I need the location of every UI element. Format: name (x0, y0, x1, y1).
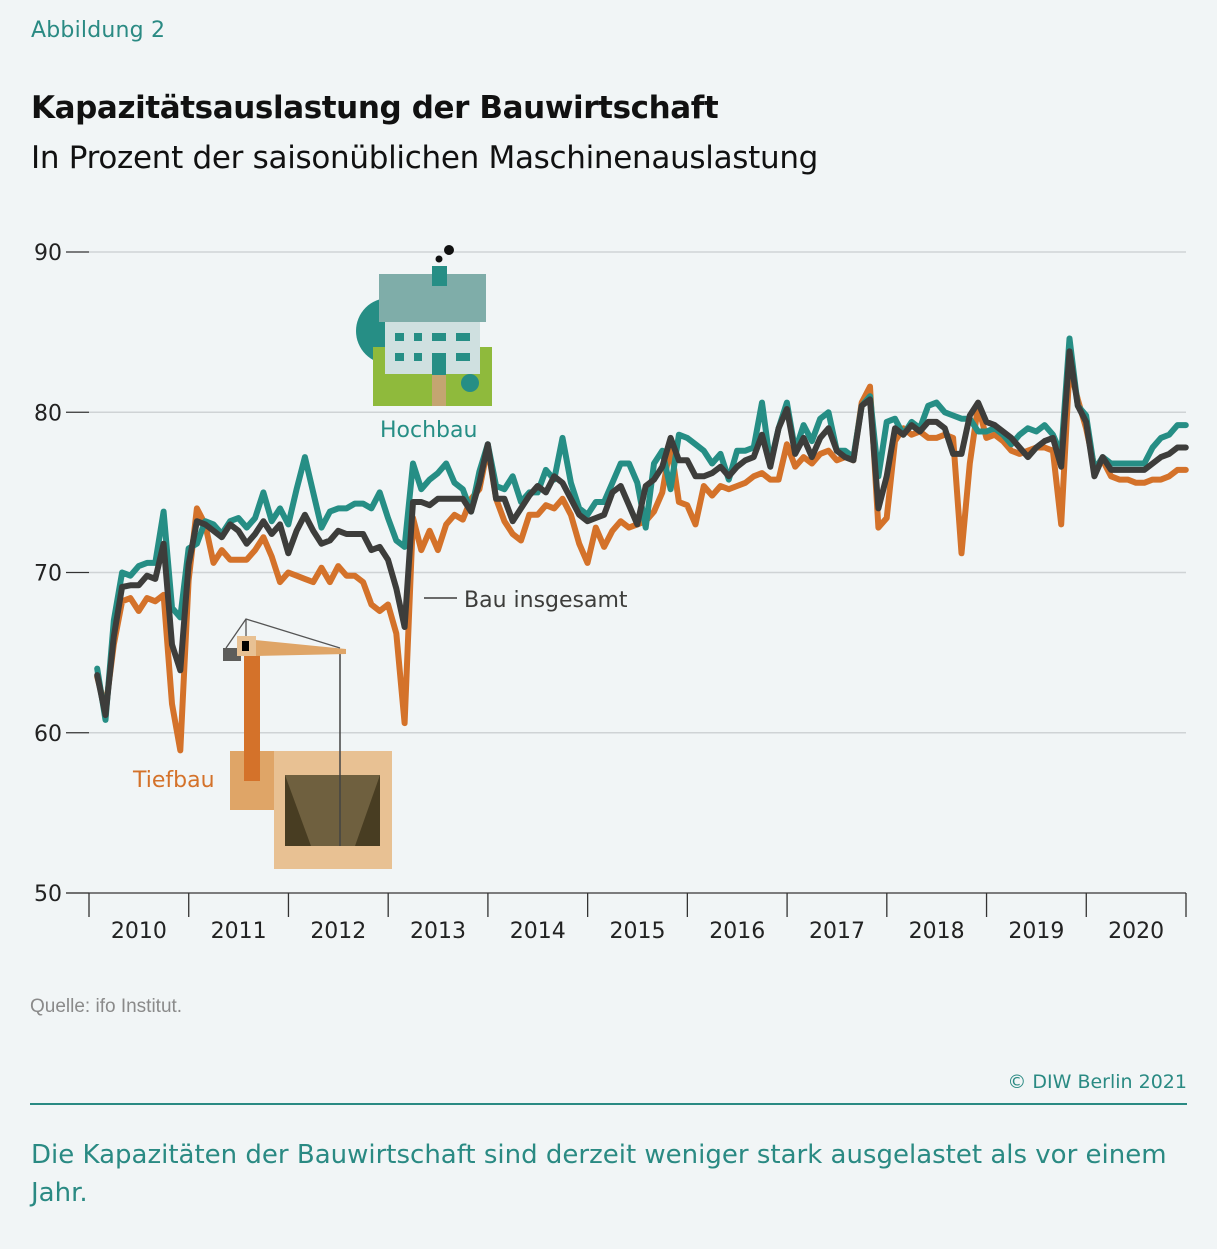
x-tick-label: 2020 (1108, 919, 1164, 944)
chart-title: Kapazitätsauslastung der Bauwirtschaft (31, 90, 719, 126)
x-axis: 2010 2011 2012 2013 2014 2015 2016 2017 2018 2019… (66, 892, 1187, 944)
x-tick-label: 2014 (510, 919, 566, 944)
label-bau-insgesamt: Bau insgesamt (464, 588, 628, 613)
y-tick-label: 70 (34, 562, 62, 587)
chart-subtitle: In Prozent der saisonüblichen Maschinena… (31, 140, 819, 176)
x-tick-label: 2017 (809, 919, 865, 944)
series-line-tiefbau (94, 364, 1189, 754)
x-tick-label: 2015 (610, 919, 666, 944)
copyright: © DIW Berlin 2021 (1007, 1071, 1187, 1093)
gridlines (89, 251, 1186, 734)
crane-excavation-icon (223, 618, 392, 869)
y-axis: 50 60 70 80 90 (34, 241, 89, 907)
label-tiefbau: Tiefbau (132, 768, 215, 793)
figure-label: Abbildung 2 (31, 18, 166, 43)
x-tick-label: 2010 (111, 919, 167, 944)
series-line-bau-insgesamt (94, 348, 1189, 719)
x-tick-label: 2019 (1008, 919, 1064, 944)
y-tick-label: 90 (34, 241, 62, 266)
x-tick-label: 2011 (211, 919, 267, 944)
divider (30, 1103, 1187, 1105)
house-icon (356, 245, 492, 406)
source-note: Quelle: ifo Institut. (30, 996, 183, 1017)
x-tick-label: 2018 (909, 919, 965, 944)
y-tick-label: 80 (34, 401, 62, 426)
x-tick-label: 2012 (310, 919, 366, 944)
x-tick-label: 2016 (709, 919, 765, 944)
figure-caption: Die Kapazitäten der Bauwirtschaft sind d… (31, 1140, 1167, 1208)
x-tick-label: 2013 (410, 919, 466, 944)
label-hochbau: Hochbau (380, 418, 477, 443)
y-tick-label: 60 (34, 722, 62, 747)
series-lines (94, 335, 1189, 754)
y-tick-label: 50 (34, 882, 62, 907)
